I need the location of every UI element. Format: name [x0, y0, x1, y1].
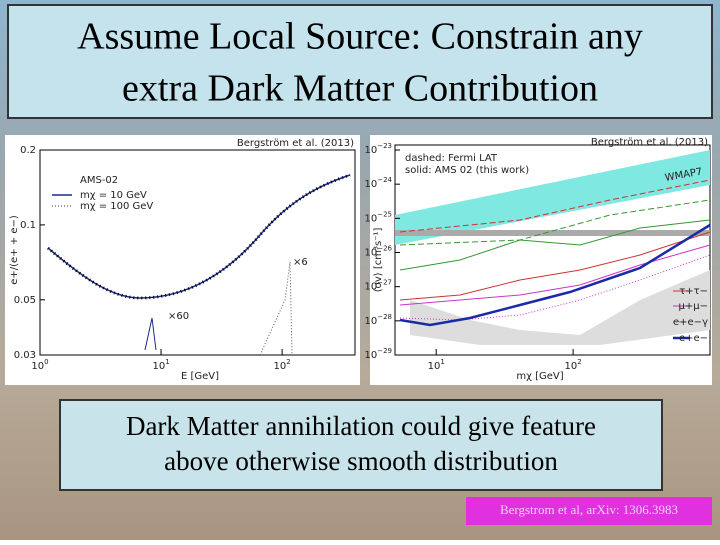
left-plot-bg — [5, 135, 360, 385]
ams-ee — [399, 223, 711, 327]
x-tick-label: 102 — [274, 358, 291, 372]
y-tick-label: 10−26 — [364, 245, 392, 259]
tick-exp: 1 — [440, 358, 444, 366]
y-axis-label: e+/(e+ + e−) — [9, 215, 20, 285]
y-axis-label: ⟨σv⟩ [cm³s⁻¹] — [373, 228, 384, 293]
tick-base: 10 — [364, 179, 377, 190]
legend-label: solid: AMS 02 (this work) — [405, 165, 529, 176]
tick-exp: −28 — [377, 313, 392, 321]
fit-curve — [47, 174, 351, 299]
y-tick-label: 0.05 — [14, 295, 36, 306]
tick-exp: 2 — [286, 358, 290, 366]
legend-label: e+e−γ — [673, 317, 708, 328]
tick-base: 10 — [152, 361, 165, 372]
tick-exp: −25 — [377, 210, 392, 218]
tick-base: 10 — [364, 350, 377, 361]
tick-base: 10 — [364, 282, 377, 293]
legend-label: mχ = 10 GeV — [80, 190, 147, 201]
tick-base: 10 — [364, 145, 377, 156]
tick-exp: 0 — [44, 358, 48, 366]
tick-exp: −24 — [377, 176, 392, 184]
y-tick-label: 10−28 — [364, 313, 392, 327]
tick-exp: 2 — [577, 358, 581, 366]
citation: Bergstrom et al, arXiv: 1306.3983 — [500, 502, 678, 517]
fermi-tau — [399, 179, 711, 233]
thermal-band — [395, 230, 710, 236]
tick-base: 10 — [364, 248, 377, 259]
credit: Bergström et al. (2013) — [591, 137, 708, 148]
title: extra Dark Matter Contribution — [122, 68, 598, 110]
legend-label: μ+μ− — [679, 301, 708, 312]
title: Assume Local Source: Constrain any — [77, 16, 643, 58]
legend-label: dashed: Fermi LAT — [405, 153, 498, 164]
y-tick-label: 10−27 — [364, 279, 392, 293]
axes — [394, 144, 711, 356]
tick-base: 10 — [364, 213, 377, 224]
y-tick-label: 10−24 — [364, 176, 392, 190]
y-tick-label: 0.03 — [14, 350, 36, 361]
wmap-band — [395, 150, 710, 245]
ams-green — [399, 219, 711, 271]
credit: Bergström et al. (2013) — [237, 138, 354, 149]
caption: above otherwise smooth distribution — [164, 446, 558, 476]
fermi-mu — [399, 199, 711, 246]
citation-box — [466, 497, 712, 525]
caption: Dark Matter annihilation could give feat… — [126, 411, 596, 441]
dm-100-curve — [259, 261, 293, 356]
legend-label: τ+τ− — [679, 286, 708, 297]
y-tick-label: 0.2 — [20, 145, 36, 156]
axes — [39, 149, 356, 356]
annotation: ×6 — [293, 257, 308, 268]
x-tick-label: 101 — [152, 358, 169, 372]
x-axis-label: E [GeV] — [181, 371, 219, 382]
y-tick-label: 0.1 — [20, 220, 36, 231]
title-box — [7, 4, 713, 119]
x-tick-label: 100 — [31, 358, 48, 372]
y-tick-label: 10−29 — [364, 347, 392, 361]
tick-exp: −29 — [377, 347, 392, 355]
caption-box — [59, 399, 663, 491]
legend-label: mχ = 100 GeV — [80, 201, 153, 212]
tick-base: 10 — [274, 361, 287, 372]
ams-tau — [399, 231, 711, 301]
x-tick-label: 101 — [428, 358, 445, 372]
y-tick-label: 10−25 — [364, 210, 392, 224]
legend-label: AMS-02 — [80, 175, 118, 186]
tick-base: 10 — [364, 316, 377, 327]
tick-exp: −26 — [377, 245, 392, 253]
tick-base: 10 — [565, 361, 578, 372]
uncertainty-band — [410, 270, 710, 345]
y-tick-label: 10−23 — [364, 142, 392, 156]
tick-exp: −23 — [377, 142, 392, 150]
tick-exp: −27 — [377, 279, 392, 287]
dm-10-curve — [144, 317, 157, 351]
x-tick-label: 102 — [565, 358, 582, 372]
tick-base: 10 — [31, 361, 44, 372]
legend-label: e+e− — [679, 333, 708, 344]
tick-exp: 1 — [165, 358, 169, 366]
annotation: ×60 — [168, 311, 189, 322]
tick-base: 10 — [428, 361, 441, 372]
x-axis-label: mχ [GeV] — [516, 371, 563, 382]
